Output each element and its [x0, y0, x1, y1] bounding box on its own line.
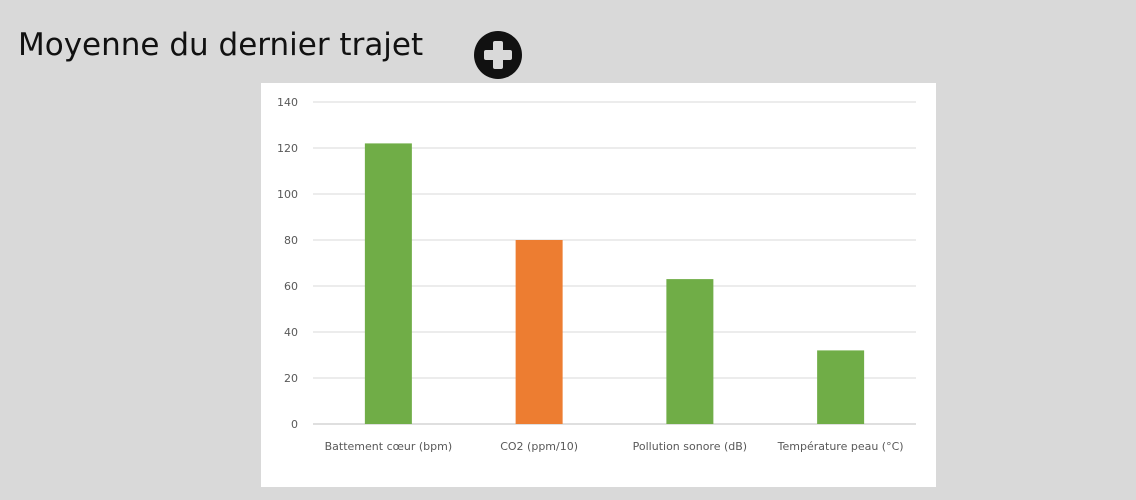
bar	[515, 240, 563, 424]
y-tick-label: 60	[284, 280, 298, 293]
y-tick-label: 0	[291, 418, 298, 431]
bar	[666, 279, 714, 424]
grid-layer: 0 20 40 60 80 100 120 140	[277, 96, 916, 431]
y-tick-label: 120	[277, 142, 298, 155]
y-tick-label: 80	[284, 234, 298, 247]
chart-card: 0 20 40 60 80 100 120 140 Battement cœur (bpm) C…	[261, 83, 936, 487]
bar	[364, 143, 412, 424]
bar-layer	[364, 143, 865, 424]
y-tick-label: 140	[277, 96, 298, 109]
bar	[817, 350, 865, 424]
x-tick-label: CO2 (ppm/10)	[500, 440, 579, 453]
y-tick-label: 20	[284, 372, 298, 385]
y-tick-label: 100	[277, 188, 298, 201]
add-button[interactable]	[473, 30, 523, 80]
x-tick-label: Pollution sonore (dB)	[632, 440, 748, 453]
y-tick-label: 40	[284, 326, 298, 339]
plus-circle-icon	[474, 31, 522, 79]
page-title: Moyenne du dernier trajet	[18, 27, 424, 63]
x-tick-label: Battement cœur (bpm)	[324, 440, 453, 453]
bar-chart: 0 20 40 60 80 100 120 140	[277, 96, 916, 431]
x-tick-label: Température peau (°C)	[777, 440, 904, 453]
